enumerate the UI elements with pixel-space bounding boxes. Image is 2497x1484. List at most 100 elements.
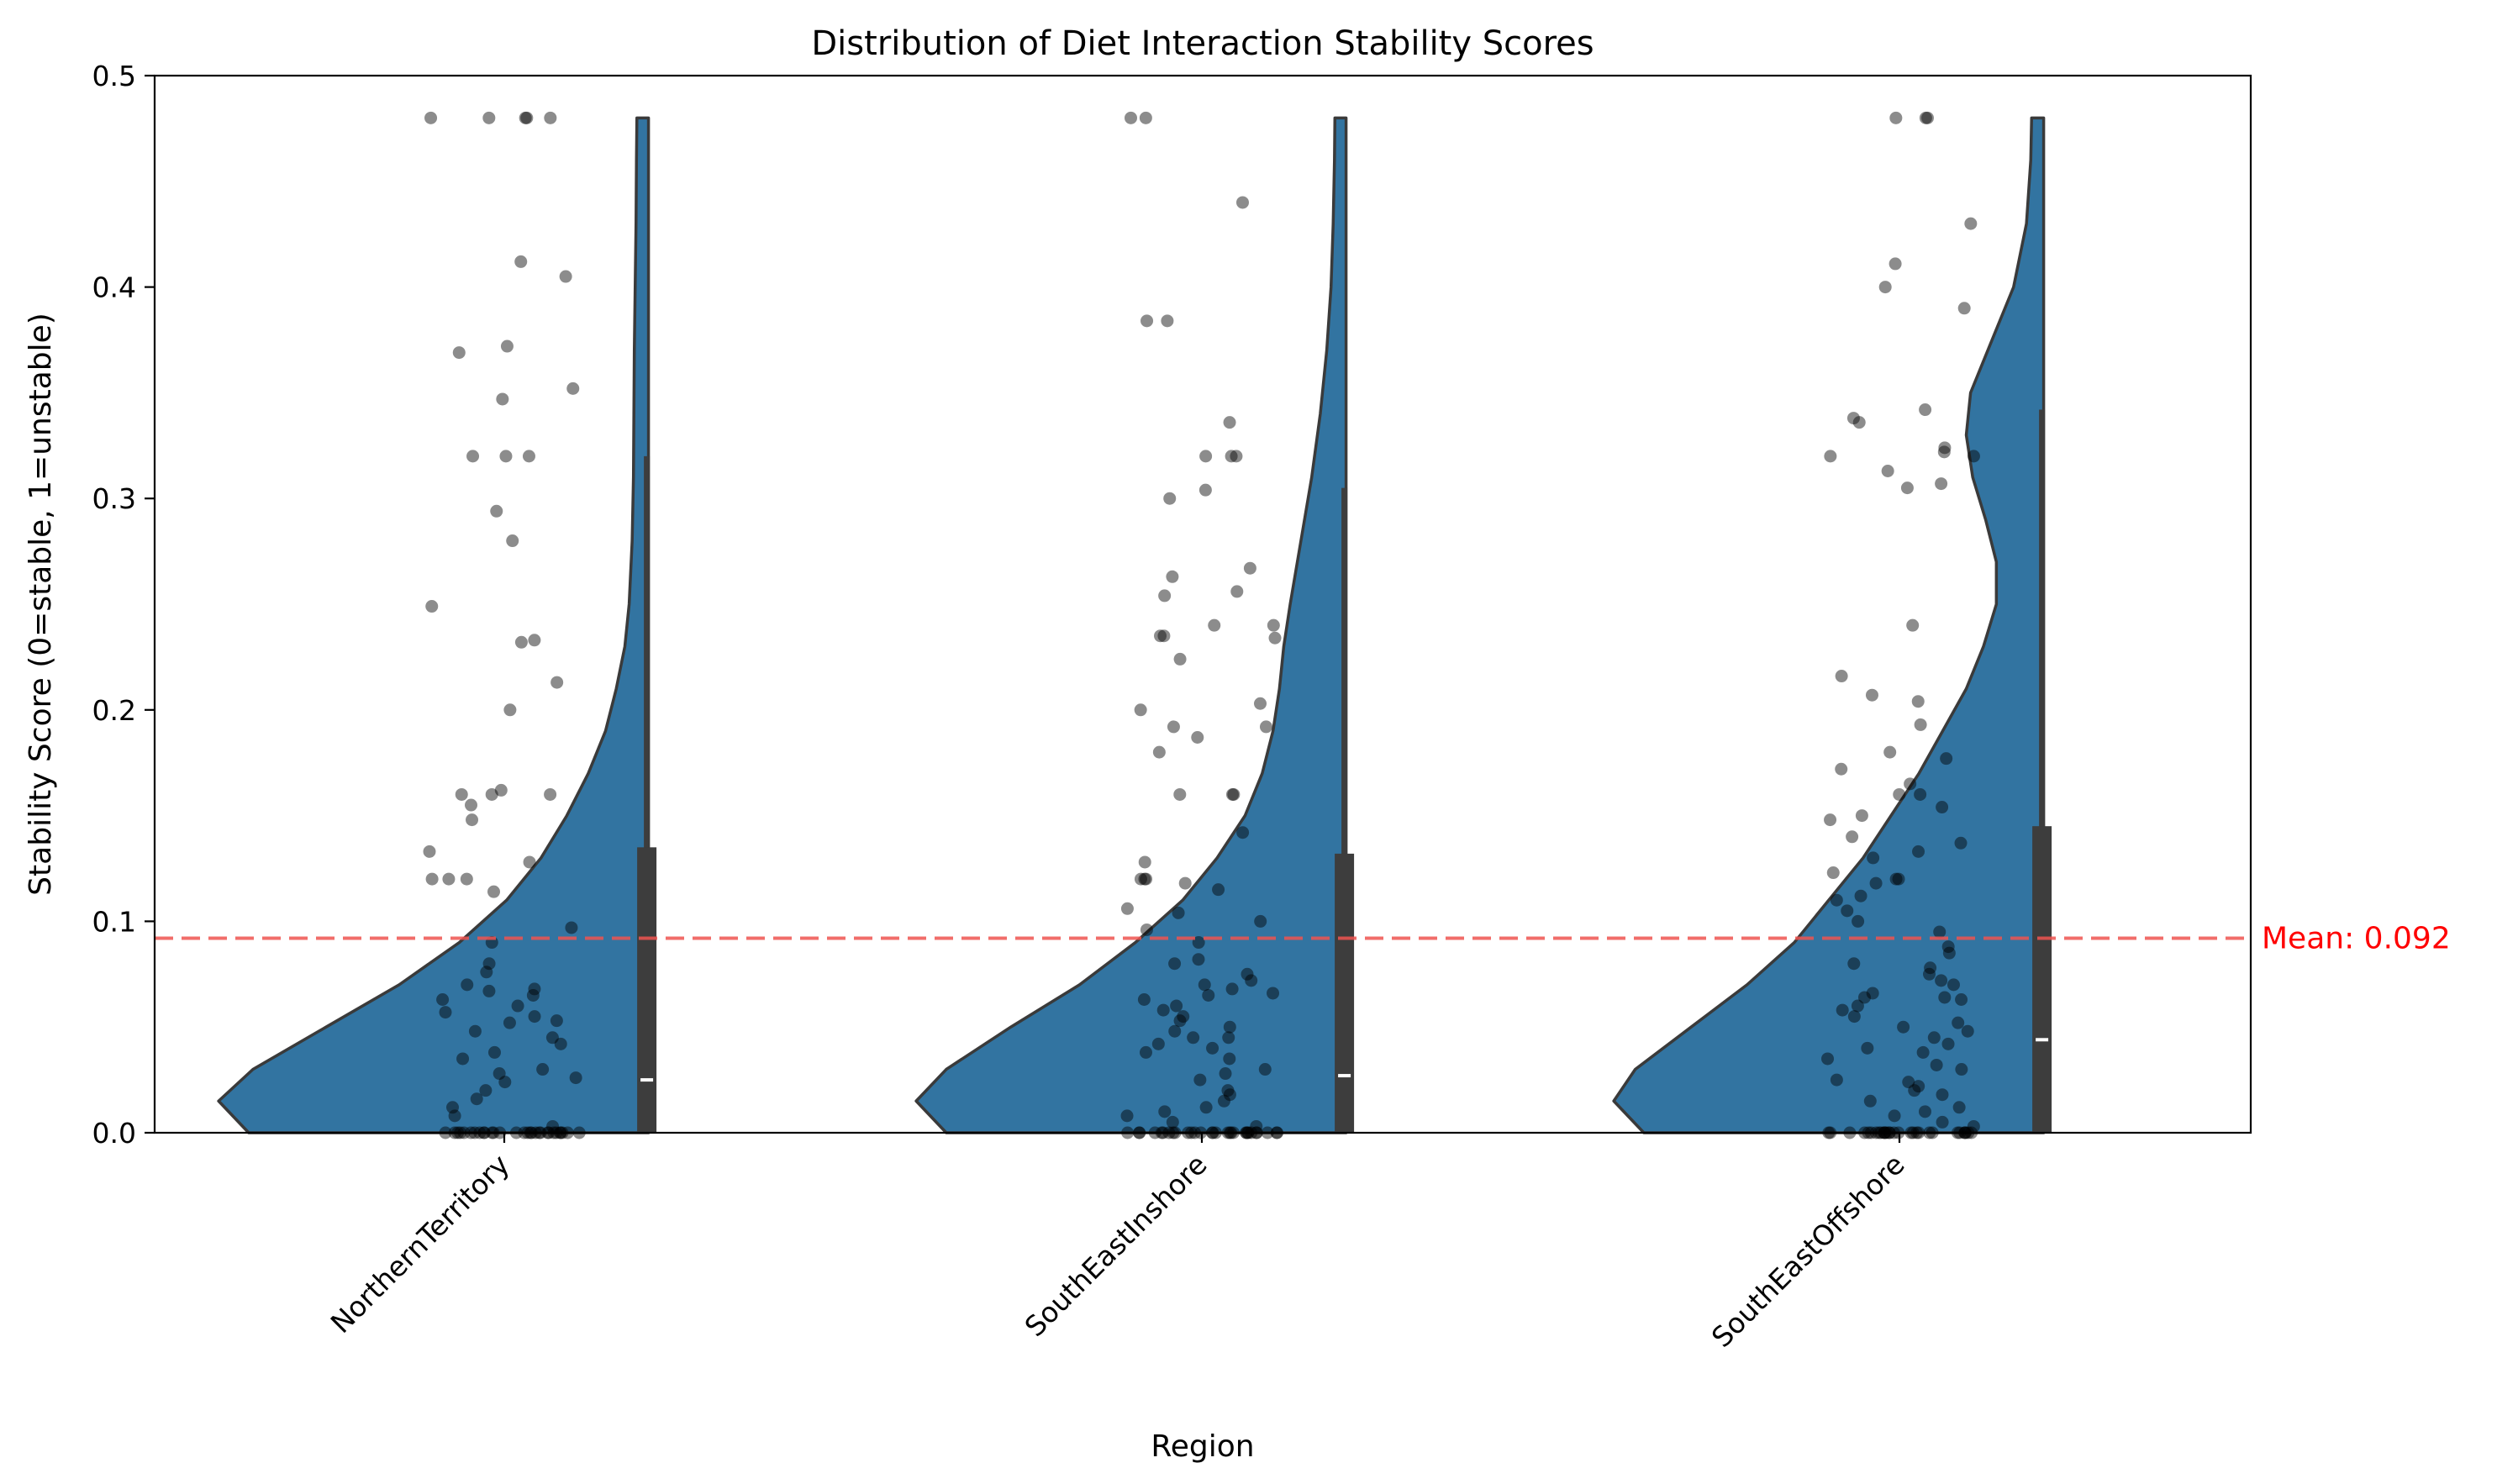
data-point xyxy=(499,450,513,463)
data-point xyxy=(466,813,479,827)
data-point xyxy=(1904,777,1917,791)
data-point xyxy=(566,382,580,395)
data-point xyxy=(569,1071,582,1085)
data-point xyxy=(550,1014,563,1028)
data-point xyxy=(511,999,524,1013)
data-point xyxy=(1927,1031,1941,1045)
data-point xyxy=(1881,464,1894,477)
data-point xyxy=(1199,1101,1213,1114)
data-point xyxy=(482,111,496,124)
data-point xyxy=(1846,412,1860,425)
data-point xyxy=(1192,953,1205,966)
data-point xyxy=(1835,670,1848,683)
data-point xyxy=(1139,1045,1152,1059)
data-point xyxy=(1857,991,1871,1004)
data-point xyxy=(496,392,509,406)
violin-body xyxy=(217,116,651,1134)
data-point xyxy=(1889,111,1903,124)
data-point xyxy=(1961,1024,1974,1038)
data-point xyxy=(1847,957,1861,971)
data-point xyxy=(1199,450,1213,463)
data-point xyxy=(1914,787,1927,801)
data-point xyxy=(1156,1003,1170,1017)
data-point xyxy=(1139,111,1152,124)
data-point xyxy=(1192,936,1205,950)
x-tick-label: NorthernTerritory xyxy=(324,1148,516,1339)
data-point xyxy=(1955,992,1968,1006)
data-point xyxy=(1830,1073,1843,1087)
data-point xyxy=(1154,629,1167,643)
data-point xyxy=(1202,988,1215,1002)
data-point xyxy=(1134,703,1147,717)
data-point xyxy=(1170,999,1183,1013)
data-point xyxy=(1219,1067,1232,1081)
data-point xyxy=(1141,314,1154,328)
data-point xyxy=(1243,561,1256,575)
data-point xyxy=(1230,585,1244,598)
data-point xyxy=(1937,445,1951,459)
plot-area: Mean: 0.092 xyxy=(155,111,2451,1139)
data-point xyxy=(1902,1076,1915,1089)
data-point xyxy=(1250,1119,1263,1133)
data-point xyxy=(485,787,498,801)
data-point xyxy=(544,111,557,124)
data-point xyxy=(1878,281,1892,294)
data-point xyxy=(1865,688,1878,702)
data-point xyxy=(1957,302,1971,315)
y-tick-label: 0.5 xyxy=(92,60,136,92)
data-point xyxy=(1938,991,1952,1004)
data-point xyxy=(519,111,532,124)
data-point xyxy=(1964,217,1978,230)
data-point xyxy=(436,992,450,1006)
mean-label: Mean: 0.092 xyxy=(2262,922,2451,956)
data-point xyxy=(1140,923,1153,936)
data-point xyxy=(1173,1014,1187,1028)
data-point xyxy=(1140,872,1153,886)
data-point xyxy=(1268,631,1282,645)
data-point xyxy=(1208,618,1221,632)
data-point xyxy=(1173,652,1187,666)
data-point xyxy=(526,988,540,1002)
data-point xyxy=(1855,809,1868,823)
x-axis-label: Region xyxy=(1151,1429,1254,1464)
data-point xyxy=(1830,893,1843,907)
data-point xyxy=(1166,570,1179,583)
data-point xyxy=(1223,416,1236,429)
data-point xyxy=(1851,999,1864,1013)
data-point xyxy=(1168,957,1182,971)
data-point xyxy=(1936,801,1949,814)
data-point xyxy=(514,635,528,649)
violin-group-SouthEastOffshore xyxy=(1612,111,2052,1139)
data-point xyxy=(1889,872,1903,886)
data-point xyxy=(490,504,503,518)
data-point xyxy=(1177,1010,1190,1024)
data-point xyxy=(1241,967,1254,981)
data-point xyxy=(523,855,536,869)
data-point xyxy=(1947,978,1960,992)
data-point xyxy=(514,255,528,268)
data-point xyxy=(520,111,534,124)
data-point xyxy=(466,450,480,463)
data-point xyxy=(1935,974,1948,987)
data-point xyxy=(1933,925,1947,939)
data-point xyxy=(559,270,572,283)
data-point xyxy=(1236,826,1250,839)
data-point xyxy=(493,1067,506,1081)
data-point xyxy=(1893,787,1906,801)
data-point xyxy=(1124,111,1137,124)
iqr-box xyxy=(2032,826,2052,1133)
data-point xyxy=(442,872,456,886)
data-point xyxy=(1955,1063,1968,1076)
data-point xyxy=(1120,1109,1134,1123)
data-point xyxy=(1900,482,1914,495)
data-point xyxy=(1930,1058,1943,1071)
data-point xyxy=(465,798,478,812)
axes: 0.0 0.1 0.2 0.3 0.4 0.5 NorthernTerritory South… xyxy=(92,60,1911,1354)
data-point xyxy=(439,1006,452,1019)
data-point xyxy=(1168,1024,1182,1038)
data-point xyxy=(1836,1003,1849,1017)
data-point xyxy=(503,1016,516,1029)
data-point xyxy=(1267,987,1280,1000)
data-point xyxy=(498,1076,512,1089)
